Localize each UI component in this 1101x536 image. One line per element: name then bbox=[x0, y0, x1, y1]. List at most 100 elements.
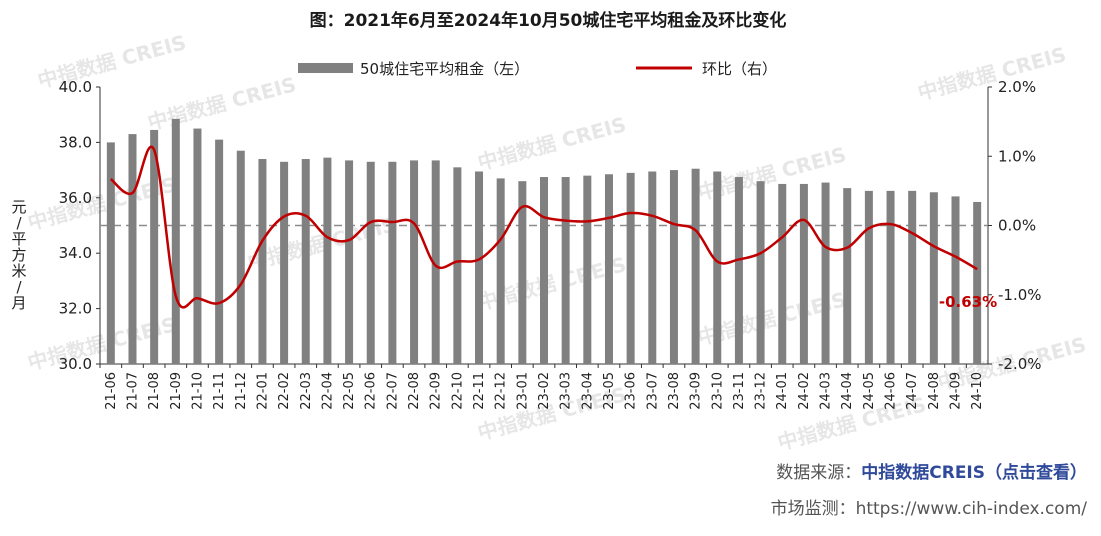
x-tick-label: 22-10 bbox=[450, 372, 465, 410]
x-tick-label: 24-08 bbox=[927, 372, 942, 410]
x-tick-label: 23-01 bbox=[515, 372, 530, 410]
x-tick-label: 23-09 bbox=[689, 372, 704, 410]
x-tick-label: 23-12 bbox=[754, 372, 769, 410]
y-left-label-char: 米 bbox=[11, 262, 26, 280]
chart-title: 图：2021年6月至2024年10月50城住宅平均租金及环比变化 bbox=[310, 10, 787, 31]
y-left-tick-label: 30.0 bbox=[59, 355, 92, 373]
x-tick-label: 23-06 bbox=[624, 372, 639, 410]
bar bbox=[106, 142, 115, 364]
x-tick-label: 22-03 bbox=[299, 372, 314, 410]
y-right-tick-label: -2.0% bbox=[998, 355, 1042, 373]
bar bbox=[561, 177, 570, 364]
bar bbox=[843, 188, 852, 364]
bar bbox=[583, 175, 592, 364]
legend-bar-label: 50城住宅平均租金（左） bbox=[360, 60, 529, 78]
bar bbox=[150, 129, 159, 364]
x-tick-label: 21-08 bbox=[147, 372, 162, 410]
x-tick-label: 23-10 bbox=[710, 372, 725, 410]
market-monitor: 市场监测：https://www.cih-index.com/ bbox=[771, 494, 1087, 519]
x-tick-label: 24-07 bbox=[905, 372, 920, 410]
bar bbox=[648, 171, 657, 364]
bar bbox=[713, 171, 722, 364]
bar bbox=[864, 190, 873, 364]
bar bbox=[128, 134, 137, 364]
y-left-tick-label: 36.0 bbox=[59, 189, 92, 207]
y-left-label-char: 方 bbox=[11, 246, 26, 264]
bar bbox=[193, 128, 202, 364]
x-tick-label: 23-07 bbox=[645, 372, 660, 410]
x-tick-label: 24-09 bbox=[949, 372, 964, 410]
bar bbox=[301, 159, 310, 364]
y-left-label-char: / bbox=[16, 214, 22, 232]
x-tick-label: 21-11 bbox=[212, 372, 227, 410]
bar-series bbox=[106, 118, 982, 364]
y-left-axis-label: 元/平方米/月 bbox=[11, 198, 26, 312]
y-right-tick-label: 2.0% bbox=[998, 78, 1036, 96]
x-tick-label: 22-08 bbox=[407, 372, 422, 410]
x-tick-label: 24-02 bbox=[797, 372, 812, 410]
x-tick-label: 22-12 bbox=[494, 372, 509, 410]
bar bbox=[215, 139, 224, 364]
y-right-tick-label: 0.0% bbox=[998, 217, 1036, 235]
bar bbox=[236, 150, 245, 364]
bar bbox=[604, 174, 613, 364]
monitor-url[interactable]: https://www.cih-index.com/ bbox=[855, 499, 1087, 519]
watermark-text: 中指数据 CREIS bbox=[915, 42, 1069, 105]
bar bbox=[756, 181, 765, 364]
x-tick-label: 23-04 bbox=[580, 372, 595, 410]
legend-bar-swatch bbox=[298, 63, 353, 73]
x-tick-label: 22-02 bbox=[277, 372, 292, 410]
x-axis-ticks: 21-06 21-07 21-08 21-09 21-10 21-11 21-12 22-01… bbox=[99, 364, 985, 410]
x-tick-label: 24-01 bbox=[775, 372, 790, 410]
x-tick-label: 22-11 bbox=[472, 372, 487, 410]
x-tick-label: 22-07 bbox=[385, 372, 400, 410]
x-tick-label: 21-07 bbox=[125, 372, 140, 410]
bar bbox=[908, 190, 917, 364]
bar bbox=[973, 201, 982, 364]
y-left-tick-label: 32.0 bbox=[59, 300, 92, 318]
bar bbox=[453, 167, 462, 364]
x-tick-label: 24-05 bbox=[862, 372, 877, 410]
y-left-label-char: / bbox=[16, 278, 22, 296]
x-tick-label: 24-04 bbox=[840, 372, 855, 410]
bar bbox=[669, 170, 678, 364]
bar bbox=[518, 181, 527, 364]
bar bbox=[323, 157, 332, 364]
legend-line-label: 环比（右） bbox=[702, 60, 777, 78]
mom-change-line bbox=[110, 145, 978, 309]
x-tick-label: 23-05 bbox=[602, 372, 617, 410]
y-left-label-char: 元 bbox=[11, 198, 26, 216]
watermark-text: 中指数据 CREIS bbox=[145, 72, 299, 135]
source-link[interactable]: 中指数据CREIS（点击查看） bbox=[861, 463, 1087, 483]
data-source: 数据来源：中指数据CREIS（点击查看） bbox=[776, 458, 1087, 483]
monitor-prefix: 市场监测： bbox=[770, 499, 856, 519]
x-tick-label: 23-02 bbox=[537, 372, 552, 410]
bar bbox=[475, 171, 484, 364]
line-series bbox=[110, 145, 978, 309]
bar bbox=[691, 168, 700, 364]
legend: 50城住宅平均租金（左） 环比（右） bbox=[298, 60, 777, 78]
x-tick-label: 22-06 bbox=[364, 372, 379, 410]
y-left-tick-label: 34.0 bbox=[59, 244, 92, 262]
x-tick-label: 23-11 bbox=[732, 372, 747, 410]
x-tick-label: 24-10 bbox=[970, 372, 985, 410]
watermark-text: 中指数据 CREIS bbox=[475, 112, 629, 175]
y-left-tick-label: 38.0 bbox=[59, 133, 92, 151]
x-tick-label: 22-01 bbox=[255, 372, 270, 410]
bar bbox=[951, 196, 960, 364]
y-left-ticks: 30.0 32.0 34.0 36.0 38.0 40.0 bbox=[59, 78, 100, 373]
last-value-annotation: -0.63% bbox=[939, 293, 997, 311]
bar bbox=[366, 161, 375, 364]
y-left-label-char: 月 bbox=[11, 294, 26, 312]
x-tick-label: 24-06 bbox=[884, 372, 899, 410]
bar bbox=[496, 178, 505, 364]
x-tick-label: 21-06 bbox=[104, 372, 119, 410]
bar bbox=[171, 118, 180, 364]
bar bbox=[821, 182, 830, 364]
y-left-tick-label: 40.0 bbox=[59, 78, 92, 96]
x-tick-label: 24-03 bbox=[819, 372, 834, 410]
bar bbox=[540, 177, 548, 364]
x-tick-label: 22-04 bbox=[320, 372, 335, 410]
bar bbox=[345, 160, 354, 364]
